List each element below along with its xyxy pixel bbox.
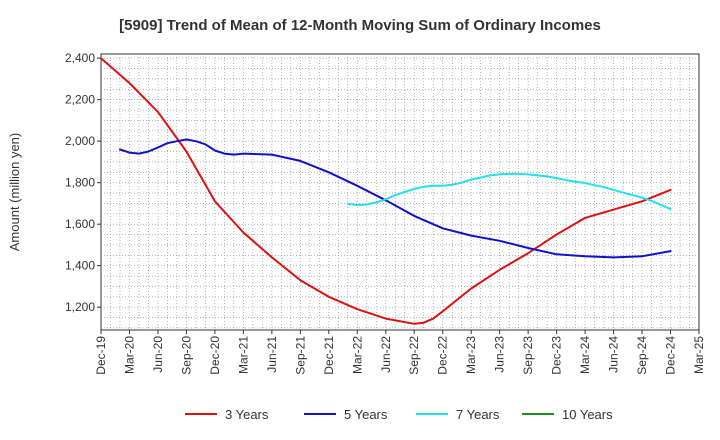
series-line-7-years	[346, 172, 672, 210]
x-tick-label: Mar-24	[578, 336, 592, 374]
x-tick-label: Sep-20	[179, 336, 193, 375]
y-tick-label: 1,400	[65, 259, 95, 273]
chart-title: [5909] Trend of Mean of 12-Month Moving …	[119, 17, 601, 34]
x-tick-label: Dec-21	[322, 336, 336, 375]
y-tick-label: 1,600	[65, 217, 95, 231]
x-tick-label: Sep-21	[293, 336, 307, 375]
x-tick-label: Dec-20	[208, 336, 222, 375]
x-tick-label: Sep-22	[407, 336, 421, 375]
series-lines	[100, 57, 672, 325]
x-tick-label: Jun-23	[493, 336, 507, 373]
series-line-3-years	[100, 57, 672, 325]
y-tick-label: 1,200	[65, 300, 95, 314]
x-tick-label: Mar-25	[692, 336, 706, 374]
x-tick-label: Mar-22	[350, 336, 364, 374]
legend: 3 Years 5 Years 7 Years 10 Years	[185, 407, 613, 422]
x-tick-label: Dec-19	[94, 336, 108, 375]
legend-label: 5 Years	[344, 407, 388, 422]
legend-label: 10 Years	[562, 407, 613, 422]
x-tick-label: Dec-23	[550, 336, 564, 375]
x-tick-label: Jun-21	[265, 336, 279, 373]
plot-area	[100, 53, 700, 331]
y-tick-label: 1,800	[65, 176, 95, 190]
x-tick-label: Mar-20	[122, 336, 136, 374]
x-tick-label: Dec-22	[436, 336, 450, 375]
axes: 1,200 1,400 1,600 1,800 2,000 2,200 2,400 Dec-1…	[65, 51, 706, 375]
x-tick-label: Mar-23	[464, 336, 478, 374]
x-tick-label: Sep-24	[635, 336, 649, 375]
legend-label: 3 Years	[225, 407, 269, 422]
x-tick-label: Sep-23	[521, 336, 535, 375]
y-tick-label: 2,200	[65, 93, 95, 107]
x-tick-label: Jun-22	[379, 336, 393, 373]
y-axis-title: Amount (million yen)	[7, 133, 22, 252]
x-tick-label: Mar-21	[236, 336, 250, 374]
x-tick-label: Jun-20	[151, 336, 165, 373]
gridlines	[100, 53, 700, 331]
y-tick-label: 2,400	[65, 51, 95, 65]
x-tick-label: Jun-24	[607, 336, 621, 373]
series-line-5-years	[119, 138, 672, 259]
y-tick-label: 2,000	[65, 134, 95, 148]
legend-label: 7 Years	[456, 407, 500, 422]
x-tick-label: Dec-24	[664, 336, 678, 375]
